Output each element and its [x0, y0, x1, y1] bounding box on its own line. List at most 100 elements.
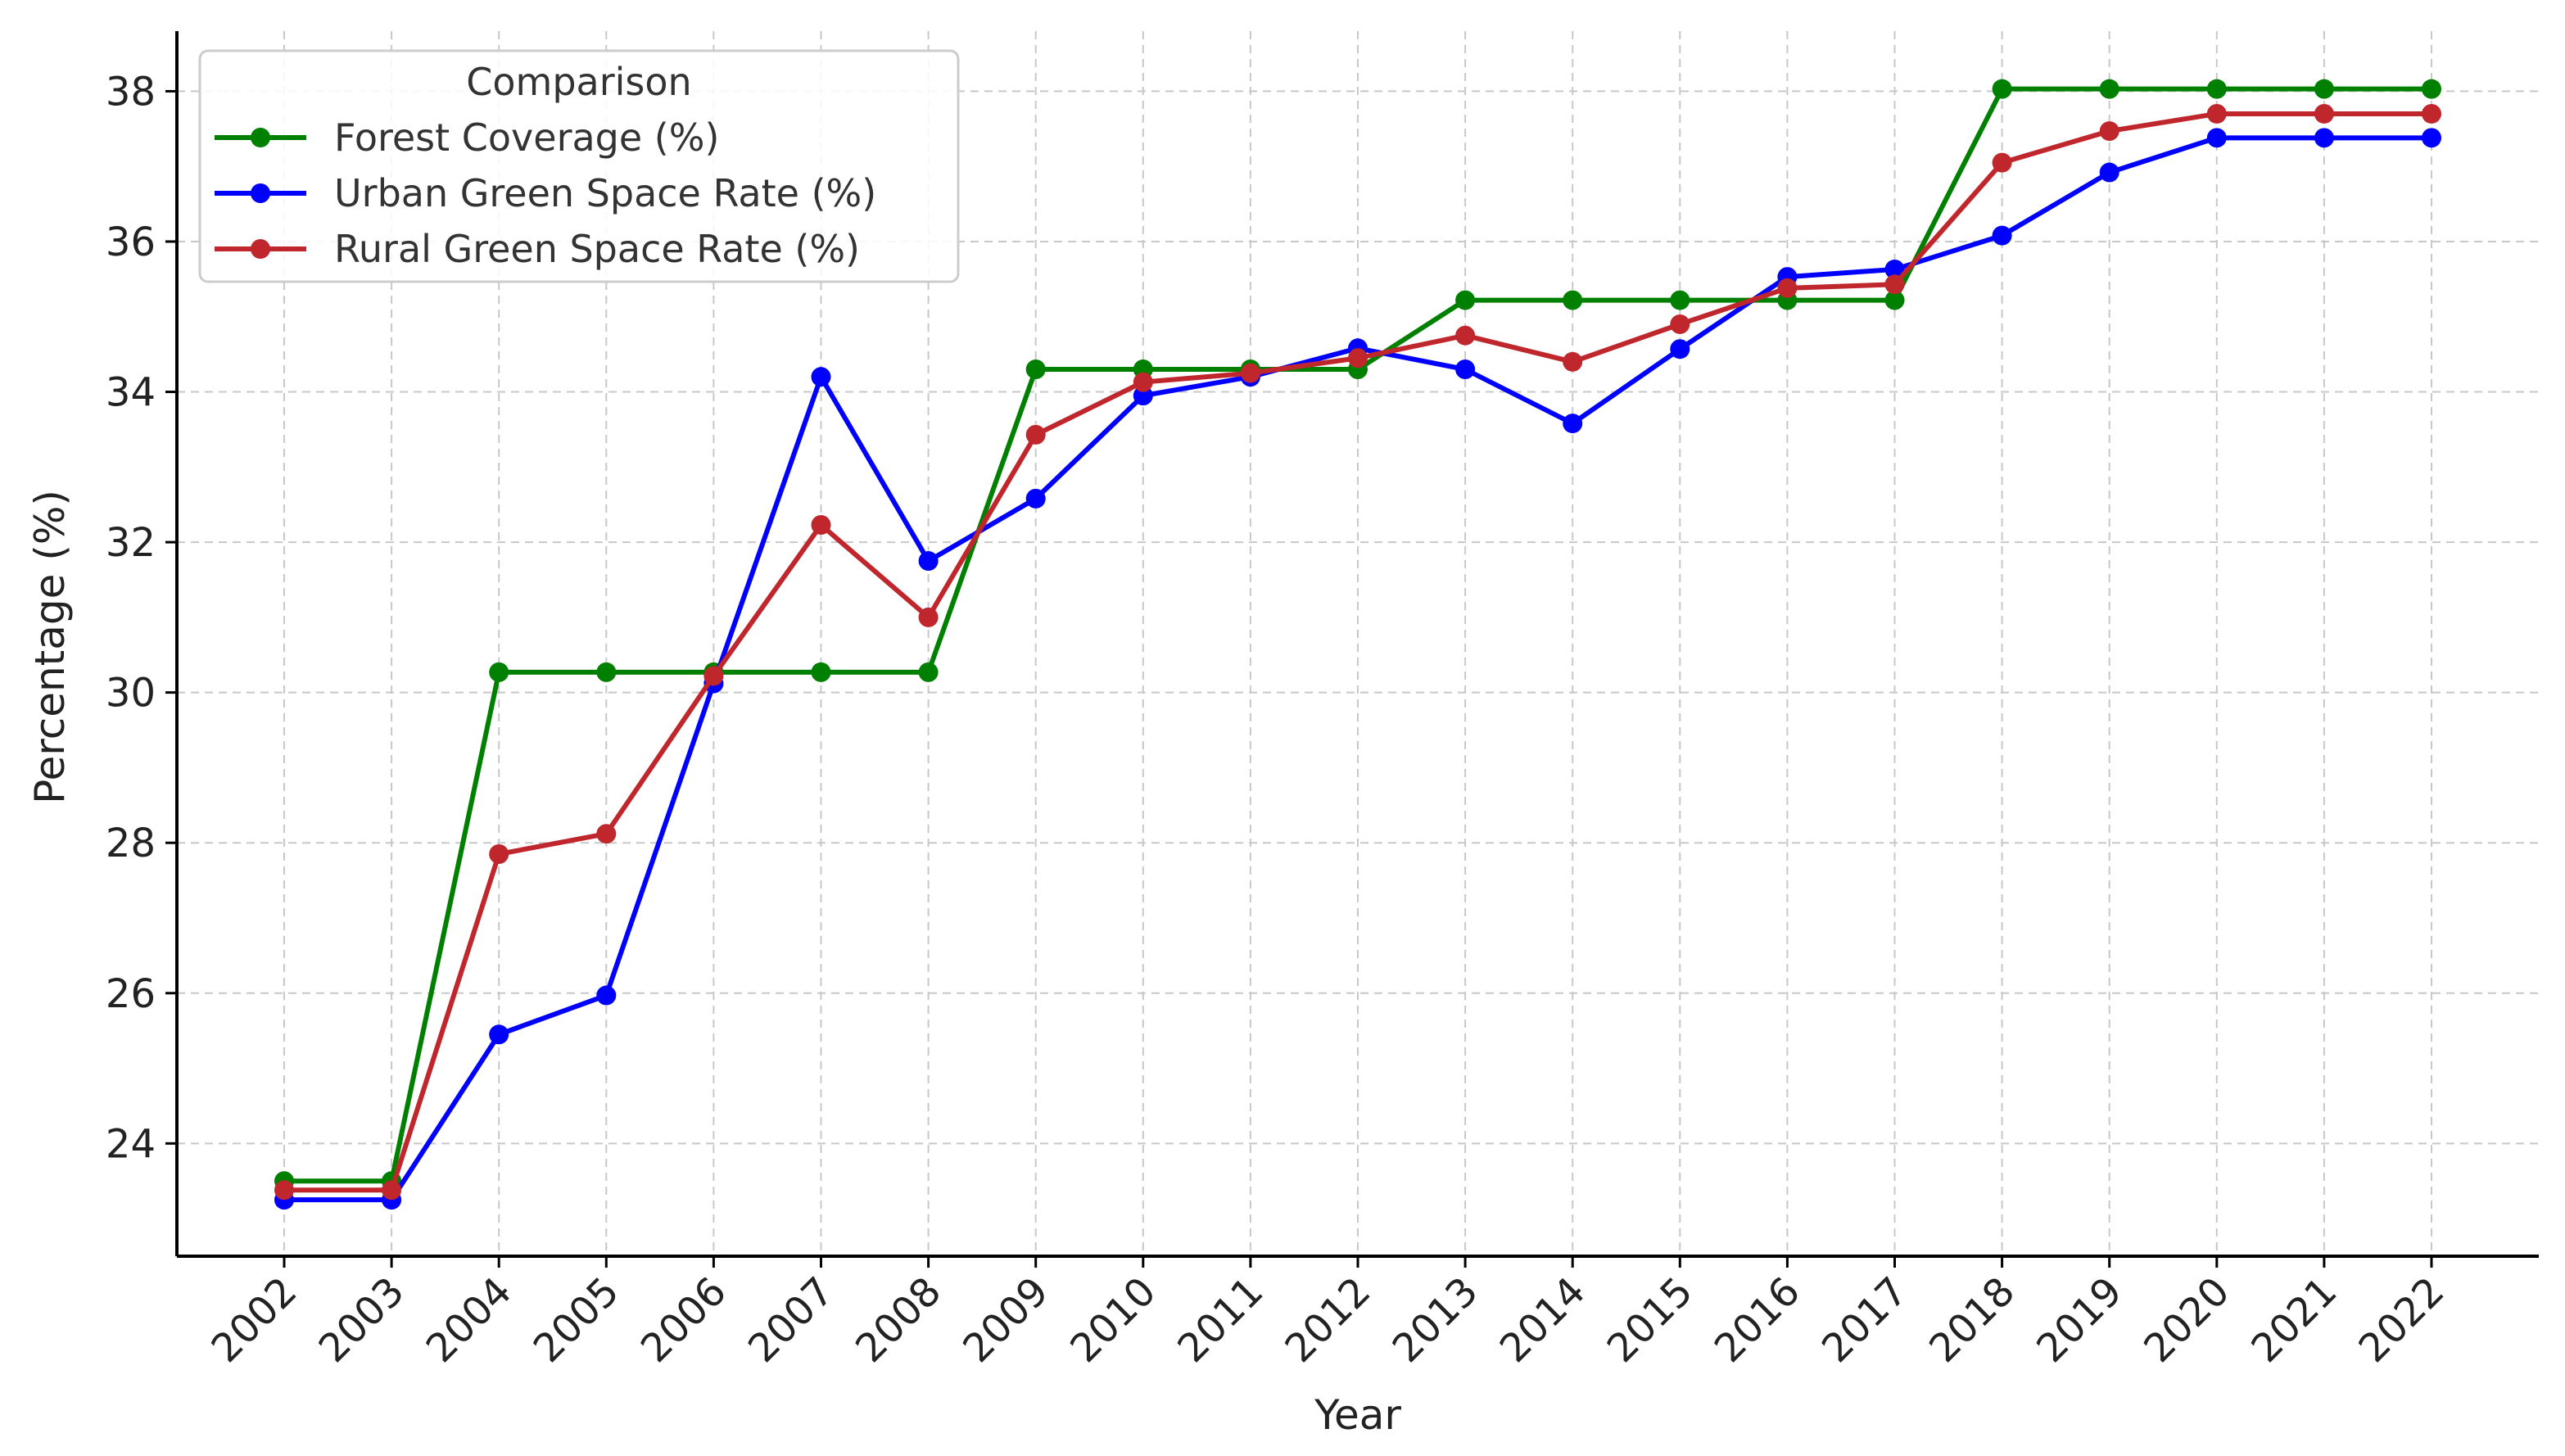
- data-point: [918, 607, 939, 627]
- y-tick-label: 34: [106, 370, 156, 416]
- legend-entry: Urban Green Space Rate (%): [215, 171, 876, 215]
- data-point: [1884, 259, 1905, 279]
- data-point: [489, 1024, 509, 1045]
- data-point: [2099, 162, 2119, 183]
- legend-swatch-marker: [251, 183, 270, 203]
- x-tick-label: 2003: [310, 1268, 414, 1372]
- data-point: [1240, 363, 1260, 383]
- x-tick-label: 2008: [847, 1268, 950, 1372]
- x-tick-label: 2018: [1920, 1268, 2024, 1372]
- data-point: [2314, 128, 2334, 148]
- x-tick-label: 2009: [954, 1268, 1057, 1372]
- x-tick-label: 2016: [1706, 1268, 1809, 1372]
- legend-entry: Rural Green Space Rate (%): [215, 227, 860, 271]
- data-point: [2314, 79, 2334, 99]
- y-tick-label: 30: [106, 671, 156, 717]
- data-point: [1133, 386, 1153, 406]
- data-point: [2422, 128, 2441, 148]
- x-tick-label: 2012: [1277, 1268, 1380, 1372]
- x-tick-label: 2017: [1813, 1268, 1916, 1372]
- data-point: [1025, 424, 1046, 445]
- data-point: [1670, 339, 1690, 359]
- data-point: [2099, 121, 2119, 142]
- x-tick-label: 2019: [2028, 1268, 2131, 1372]
- data-point: [811, 367, 831, 387]
- legend-swatch-marker: [251, 128, 270, 147]
- x-axis-title: Year: [1314, 1391, 1401, 1439]
- data-point: [596, 824, 617, 844]
- data-point: [811, 662, 831, 682]
- series-1: [274, 79, 2441, 1191]
- x-tick-label: 2022: [2350, 1268, 2454, 1372]
- legend: Comparison Forest Coverage (%) Urban Gree…: [198, 49, 960, 283]
- x-tick-label: 2020: [2135, 1268, 2238, 1372]
- legend-label: Rural Green Space Rate (%): [334, 227, 860, 271]
- series-3: [274, 103, 2441, 1201]
- y-tick-label: 36: [106, 219, 156, 265]
- data-point: [382, 1180, 402, 1201]
- data-point: [1133, 372, 1153, 392]
- data-point: [1455, 325, 1476, 346]
- data-point: [918, 662, 939, 682]
- x-tick-label: 2010: [1061, 1268, 1165, 1372]
- x-tick-label: 2021: [2242, 1268, 2346, 1372]
- x-tick-label: 2013: [1384, 1268, 1487, 1372]
- y-tick-labels: 24 26 28 30 32 34 36 38: [106, 69, 156, 1167]
- x-tick-label: 2004: [418, 1268, 521, 1372]
- data-point: [703, 666, 724, 686]
- data-point: [1025, 488, 1046, 509]
- x-tick-label: 2006: [632, 1268, 735, 1372]
- data-point: [2422, 79, 2441, 99]
- y-tick-label: 32: [106, 520, 156, 566]
- legend-label: Urban Green Space Rate (%): [334, 171, 876, 215]
- data-point: [1992, 225, 2012, 246]
- data-point: [1563, 290, 1583, 310]
- data-point: [1563, 414, 1583, 434]
- data-point: [1025, 359, 1046, 380]
- data-point: [1455, 290, 1476, 310]
- y-axis-title: Percentage (%): [26, 490, 74, 804]
- data-point: [1992, 79, 2012, 99]
- data-point: [596, 662, 617, 682]
- data-point: [2206, 128, 2227, 148]
- x-tick-label: 2015: [1599, 1268, 1702, 1372]
- data-point: [596, 985, 617, 1006]
- data-point: [1670, 290, 1690, 310]
- legend-entry: Forest Coverage (%): [215, 115, 719, 160]
- legend-box: [198, 49, 960, 283]
- x-tick-label: 2007: [740, 1268, 843, 1372]
- data-point: [489, 843, 509, 864]
- data-point: [1884, 290, 1905, 310]
- legend-title: Comparison: [466, 60, 691, 104]
- legend-swatch-marker: [251, 239, 270, 259]
- data-point: [274, 1180, 294, 1201]
- x-tick-labels: 2002 2003 2004 2005 2006 2007 2008 2009 2010 2011…: [203, 1268, 2454, 1372]
- data-point: [811, 514, 831, 535]
- data-point: [489, 662, 509, 682]
- data-point: [2422, 103, 2441, 124]
- y-tick-label: 28: [106, 821, 156, 866]
- data-point: [918, 551, 939, 572]
- legend-label: Forest Coverage (%): [334, 115, 719, 160]
- data-point: [2206, 79, 2227, 99]
- y-tick-label: 38: [106, 69, 156, 115]
- x-tick-label: 2014: [1491, 1268, 1595, 1372]
- data-point: [2206, 103, 2227, 124]
- data-point: [1563, 351, 1583, 372]
- x-tick-label: 2002: [203, 1268, 306, 1372]
- series-group: [274, 79, 2441, 1210]
- data-point: [2314, 103, 2334, 124]
- y-tick-label: 26: [106, 971, 156, 1017]
- data-point: [1992, 152, 2012, 173]
- legend-items: Forest Coverage (%) Urban Green Space Rat…: [215, 115, 876, 271]
- x-tick-label: 2005: [525, 1268, 628, 1372]
- data-point: [1455, 359, 1476, 380]
- axes: [165, 31, 2539, 1268]
- y-tick-label: 24: [106, 1121, 156, 1167]
- x-tick-label: 2011: [1169, 1268, 1272, 1372]
- data-point: [1670, 314, 1690, 334]
- data-point: [2099, 79, 2119, 99]
- data-point: [1884, 274, 1905, 295]
- data-point: [1777, 278, 1798, 298]
